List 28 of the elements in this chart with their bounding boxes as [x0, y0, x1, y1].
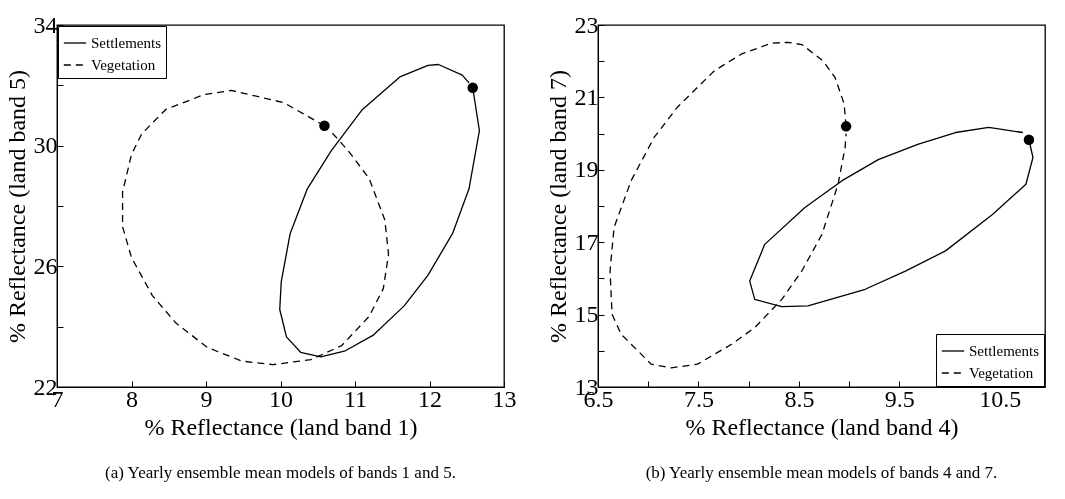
x-tick-label: 11: [343, 385, 368, 412]
x-tick-label: 8.5: [784, 385, 815, 412]
y-tick-label: 34: [33, 11, 58, 38]
y-tick-label: 23: [574, 11, 599, 38]
x-tick-label: 10.5: [979, 385, 1022, 412]
x-tick-label: 7.5: [683, 385, 714, 412]
legend-label: Settlements: [969, 343, 1040, 359]
x-tick-label: 9.5: [884, 385, 915, 412]
text: (a) Yearly ensemble mean models of bands 1 and 5.: [105, 463, 456, 482]
y-tick-label: 21: [574, 83, 599, 110]
legend-label: Vegetation: [969, 365, 1034, 381]
y-tick-label: 19: [574, 156, 599, 183]
y-axis-title: % Reflectance (land band 5): [3, 69, 30, 344]
y-axis-title: % Reflectance (land band 7): [544, 69, 571, 344]
x-tick-label: 8: [126, 385, 138, 412]
legend-label: Vegetation: [91, 57, 156, 73]
x-tick-label: 12: [418, 385, 442, 412]
x-tick-label: 13: [492, 385, 517, 412]
y-tick-label: 15: [574, 301, 599, 328]
y-tick-label: 30: [33, 132, 58, 159]
x-axis-title: % Reflectance (land band 4): [685, 413, 959, 440]
y-tick-label: 26: [33, 252, 58, 279]
legend-label: Settlements: [91, 35, 162, 51]
text: (b) Yearly ensemble mean models of bands 4 and 7.: [645, 463, 998, 482]
x-axis-title: % Reflectance (land band 1): [144, 413, 418, 440]
x-tick-label: 9: [200, 385, 213, 412]
x-tick-label: 10: [269, 385, 293, 412]
y-tick-label: 17: [574, 228, 599, 255]
